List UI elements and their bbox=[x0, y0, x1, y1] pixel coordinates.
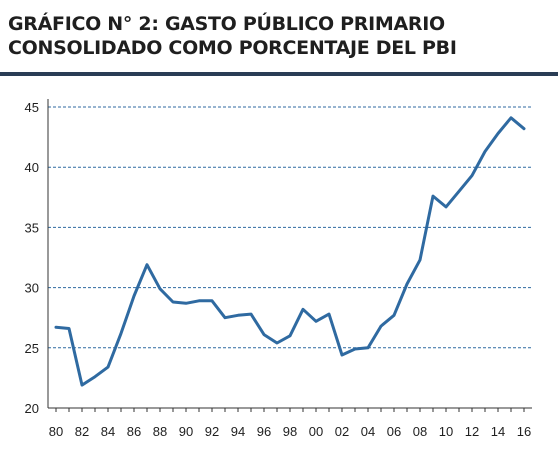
y-tick-labels: 20 25 30 35 40 45 bbox=[25, 100, 39, 416]
chart-title: GRÁFICO N° 2: GASTO PÚBLICO PRIMARIO CON… bbox=[8, 12, 553, 60]
y-tick-label-35: 35 bbox=[25, 220, 39, 235]
x-tick-label-84: 84 bbox=[101, 424, 115, 439]
x-tick-label-98: 98 bbox=[283, 424, 297, 439]
x-tick-label-96: 96 bbox=[257, 424, 271, 439]
x-tick-label-88: 88 bbox=[153, 424, 167, 439]
chart-title-line-1: GRÁFICO N° 2: GASTO PÚBLICO PRIMARIO bbox=[8, 13, 445, 35]
x-tick-label-08: 08 bbox=[413, 424, 427, 439]
x-tick-label-82: 82 bbox=[75, 424, 89, 439]
y-gridlines bbox=[48, 106, 532, 349]
x-tick-label-12: 12 bbox=[465, 424, 479, 439]
chart-title-line-2: CONSOLIDADO COMO PORCENTAJE DEL PBI bbox=[8, 37, 457, 59]
y-tick-label-45: 45 bbox=[25, 100, 39, 115]
y-tick-label-20: 20 bbox=[25, 401, 39, 416]
x-ticks bbox=[55, 408, 525, 412]
x-tick-label-10: 10 bbox=[439, 424, 453, 439]
y-tick-label-25: 25 bbox=[25, 341, 39, 356]
x-tick-label-80: 80 bbox=[49, 424, 63, 439]
x-tick-label-06: 06 bbox=[387, 424, 401, 439]
x-tick-label-90: 90 bbox=[179, 424, 193, 439]
x-tick-labels: 80 82 84 86 88 90 92 94 96 98 00 02 04 06 08 10 12 14 16 bbox=[49, 424, 531, 439]
x-tick-label-16: 16 bbox=[517, 424, 531, 439]
series-line bbox=[54, 116, 526, 387]
x-tick-label-94: 94 bbox=[231, 424, 245, 439]
x-tick-label-86: 86 bbox=[127, 424, 141, 439]
x-tick-label-14: 14 bbox=[491, 424, 505, 439]
x-tick-label-00: 00 bbox=[309, 424, 323, 439]
y-tick-label-40: 40 bbox=[25, 160, 39, 175]
x-tick-label-02: 02 bbox=[335, 424, 349, 439]
title-divider bbox=[0, 72, 558, 76]
y-tick-label-30: 30 bbox=[25, 281, 39, 296]
x-tick-label-04: 04 bbox=[361, 424, 375, 439]
x-tick-label-92: 92 bbox=[205, 424, 219, 439]
